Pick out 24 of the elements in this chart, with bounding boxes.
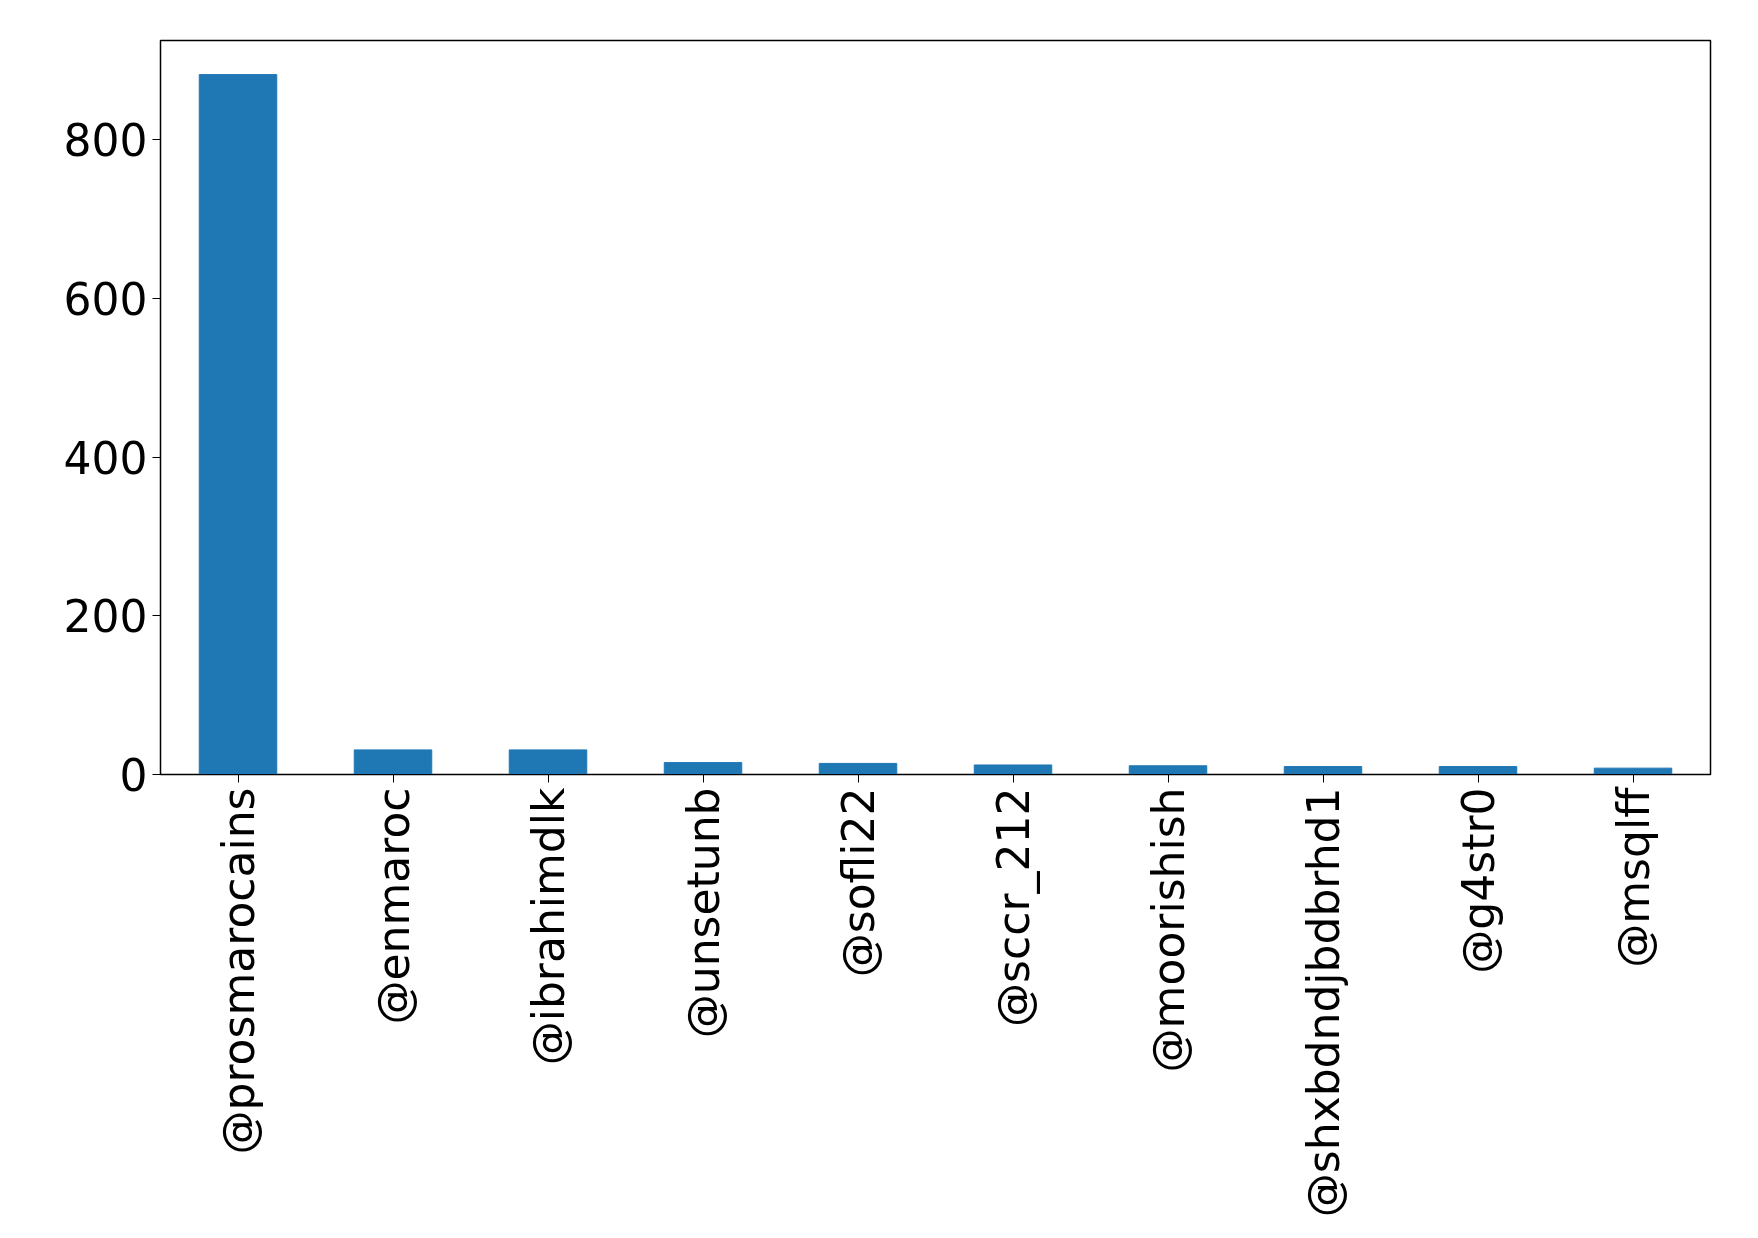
x-tick-label: @shxbdndjbdbrhd1	[1297, 787, 1349, 1218]
y-tick-label: 600	[63, 273, 148, 325]
y-tick-label: 800	[63, 115, 148, 167]
bar	[1283, 766, 1363, 775]
x-tick-label: @msqlff	[1607, 785, 1659, 968]
bar	[198, 74, 278, 775]
x-tick-label: @ibrahimdlk	[522, 786, 574, 1066]
x-tick-label: @prosmarocains	[212, 787, 264, 1155]
bar	[973, 764, 1053, 775]
x-tick-label: @g4str0	[1452, 787, 1504, 974]
x-tick-label: @sccr_212	[987, 787, 1040, 1027]
x-tick-label: @sofli22	[832, 787, 884, 978]
bar	[508, 749, 588, 775]
y-tick-label: 0	[119, 750, 148, 801]
x-tick-label: @unsetunb	[677, 787, 729, 1039]
x-tick-label: @enmaroc	[367, 787, 419, 1025]
bar	[663, 762, 743, 775]
y-tick-label: 200	[63, 591, 148, 643]
y-tick-label: 400	[63, 432, 148, 484]
bar	[1438, 766, 1518, 775]
bar	[818, 762, 898, 775]
x-tick-label: @moorishish	[1142, 787, 1194, 1073]
bar	[353, 749, 433, 775]
bar	[1128, 765, 1208, 775]
